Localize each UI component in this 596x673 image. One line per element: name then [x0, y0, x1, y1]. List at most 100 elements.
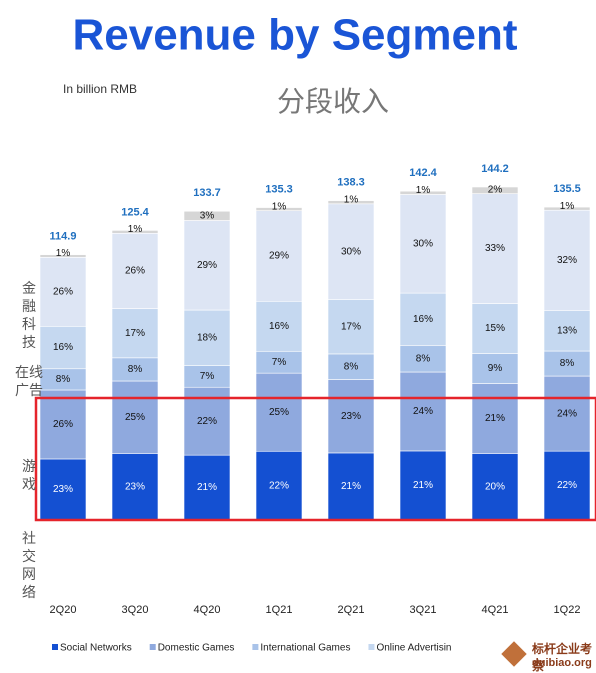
value-label: 18% [197, 332, 217, 343]
value-label: 26% [125, 266, 145, 277]
value-label: 8% [128, 364, 143, 375]
bar-segment [39, 389, 87, 460]
value-label: 24% [413, 406, 433, 417]
value-label: 23% [341, 411, 361, 422]
bar-segment [111, 230, 159, 234]
bar-segment [399, 450, 447, 521]
total-label: 125.4 [121, 206, 149, 218]
value-label: 13% [557, 325, 577, 336]
value-label: 23% [125, 481, 145, 492]
legend-label: Online Advertisin [376, 643, 451, 654]
value-label: 1% [128, 224, 143, 235]
value-label: 26% [53, 419, 73, 430]
total-label: 138.3 [337, 177, 365, 189]
value-label: 30% [341, 246, 361, 257]
value-label: 29% [197, 260, 217, 271]
value-label: 3% [200, 211, 215, 222]
x-tick-label: 2Q21 [338, 604, 365, 616]
x-tick-label: 3Q20 [122, 604, 149, 616]
value-label: 21% [413, 480, 433, 491]
total-label: 144.2 [481, 163, 509, 175]
value-label: 17% [341, 321, 361, 332]
bar-segment [183, 210, 231, 221]
legend-label: Social Networks [60, 643, 132, 654]
side-label: 在线广告 [15, 365, 43, 399]
value-label: 8% [56, 374, 71, 385]
bar-segment [399, 292, 447, 347]
bar-segment [471, 303, 519, 354]
bar-segment [471, 186, 519, 194]
value-label: 24% [557, 408, 577, 419]
value-label: 9% [488, 363, 503, 374]
value-label: 1% [56, 248, 71, 259]
legend-label: International Games [260, 643, 350, 654]
value-label: 30% [413, 238, 433, 249]
x-tick-label: 3Q21 [410, 604, 437, 616]
x-tick-label: 2Q20 [50, 604, 77, 616]
value-label: 25% [125, 412, 145, 423]
watermark-logo [501, 641, 527, 667]
legend-swatch [252, 644, 259, 650]
x-tick-label: 4Q20 [194, 604, 221, 616]
value-label: 1% [344, 194, 359, 205]
bar-segment [39, 257, 87, 327]
highlight-box [34, 396, 596, 522]
bar-segment [255, 372, 303, 452]
value-label: 22% [557, 480, 577, 491]
bar-segment [111, 380, 159, 454]
value-label: 29% [269, 251, 289, 262]
value-label: 17% [125, 328, 145, 339]
value-label: 8% [416, 354, 431, 365]
total-label: 114.9 [50, 231, 77, 243]
bar-segment [111, 233, 159, 309]
bar-segment [183, 220, 231, 311]
bar-segment [183, 309, 231, 366]
bar-segment [39, 458, 87, 521]
bar-segment [255, 207, 303, 211]
value-label: 16% [53, 342, 73, 353]
watermark-text: duibiao.org [532, 657, 592, 669]
legend-swatch [149, 644, 156, 650]
x-tick-label: 4Q21 [482, 604, 509, 616]
value-label: 1% [272, 201, 287, 212]
value-label: 16% [269, 321, 289, 332]
bar-segment [255, 300, 303, 352]
x-tick-label: 1Q21 [266, 604, 293, 616]
value-label: 1% [416, 185, 431, 196]
bar-segment [471, 383, 519, 454]
watermark: 标杆企业考察 duibiao.org [500, 638, 596, 673]
bar-segment [327, 200, 375, 205]
value-label: 33% [485, 243, 505, 254]
total-label: 142.4 [409, 167, 437, 179]
value-label: 26% [53, 286, 73, 297]
value-label: 20% [485, 481, 505, 492]
watermark-text: 标杆企业考察 [532, 642, 593, 673]
bar-segment [39, 254, 87, 258]
bar-segment [255, 210, 303, 302]
bar-segment [399, 190, 447, 195]
bar-segment [543, 209, 591, 311]
bar-segment [543, 350, 591, 377]
bar-segment [327, 379, 375, 454]
value-label: 32% [557, 255, 577, 266]
bar-segment [327, 299, 375, 355]
side-label: 游戏 [22, 459, 36, 493]
value-label: 16% [413, 314, 433, 325]
bar-segment [39, 326, 87, 370]
value-label: 8% [344, 361, 359, 372]
value-label: 7% [200, 371, 215, 382]
bar-segment [399, 345, 447, 373]
chart-title: Revenue by Segment [72, 11, 517, 60]
value-label: 22% [269, 480, 289, 491]
bar-segment [183, 454, 231, 521]
side-label: 社交网络 [22, 531, 36, 601]
value-label: 21% [485, 413, 505, 424]
value-label: 25% [269, 407, 289, 418]
bar-segment [543, 375, 591, 452]
value-label: 22% [197, 416, 217, 427]
annotation: 分段收入 [277, 85, 389, 118]
side-label: 金融科技 [22, 281, 36, 351]
value-label: 21% [197, 482, 217, 493]
bar-segment [543, 310, 591, 352]
